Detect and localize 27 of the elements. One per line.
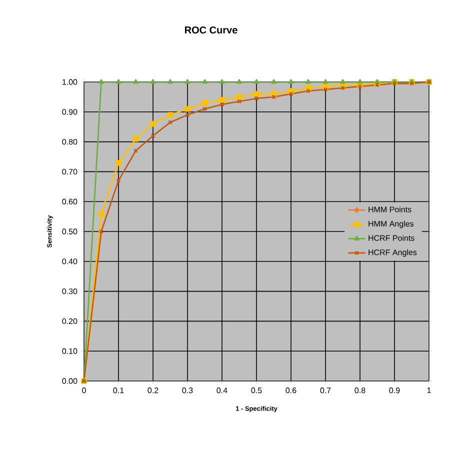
legend-label: HCRF Angles: [368, 249, 417, 257]
y-tick-label: 1.00: [62, 79, 78, 85]
x-tick-label: 0: [82, 388, 86, 394]
x-tick-label: 0.6: [286, 388, 296, 394]
y-tick-label: 0.30: [62, 288, 78, 294]
x-tick-label: 1: [427, 388, 431, 394]
y-tick-label: 0.80: [62, 138, 78, 145]
x-tick-label: 0.8: [354, 388, 366, 394]
legend-label: HMM Points: [368, 206, 412, 212]
y-tick-label: 0.20: [62, 318, 78, 324]
legend-label: HCRF Points: [368, 234, 414, 241]
y-tick-label: 0.00: [62, 378, 78, 384]
y-tick-label: 0.50: [62, 228, 78, 234]
y-tick-label: 0.70: [62, 168, 78, 175]
chart-title: ROC Curve: [185, 26, 238, 34]
x-tick-label: 0.1: [113, 388, 124, 394]
y-tick-label: 0.60: [62, 198, 78, 204]
legend-label: HMM Angles: [368, 220, 414, 228]
x-tick-label: 0.7: [320, 388, 331, 394]
y-tick-label: 0.10: [62, 348, 78, 354]
x-tick-label: 0.4: [216, 388, 228, 394]
y-tick-label: 0.40: [62, 258, 78, 264]
x-tick-label: 0.3: [182, 388, 193, 394]
y-tick-label: 0.90: [62, 109, 78, 115]
x-tick-label: 0.9: [389, 388, 400, 394]
x-tick-label: 0.5: [251, 388, 262, 394]
x-tick-label: 0.2: [148, 388, 158, 394]
